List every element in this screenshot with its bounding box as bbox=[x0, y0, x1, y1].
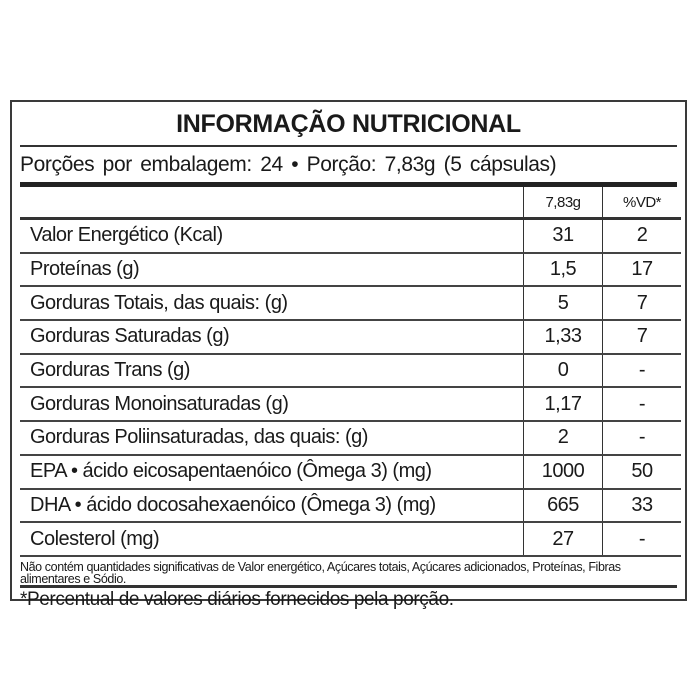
servings-info: Porções por embalagem: 24 • Porção: 7,83… bbox=[20, 147, 677, 187]
nutrient-dv: 7 bbox=[602, 286, 681, 322]
nutrient-amount: 31 bbox=[523, 218, 603, 254]
nutrient-name: Valor Energético (Kcal) bbox=[20, 218, 524, 254]
nutrient-amount: 1000 bbox=[523, 454, 603, 490]
nutrient-name: DHA • ácido docosahexaenóico (Ômega 3) (… bbox=[20, 488, 524, 524]
nutrient-name: Gorduras Totais, das quais: (g) bbox=[20, 286, 524, 322]
nutrient-dv: 7 bbox=[602, 320, 681, 355]
nutrient-amount: 27 bbox=[523, 522, 603, 557]
nutrient-name: Gorduras Monoinsaturadas (g) bbox=[20, 387, 524, 423]
table-row: Gorduras Trans (g) 0- bbox=[20, 353, 681, 389]
table-row: Gorduras Monoinsaturadas (g) 1,17- bbox=[20, 387, 681, 423]
nutrition-facts-label: INFORMAÇÃO NUTRICIONAL Porções por embal… bbox=[10, 100, 687, 610]
nutrient-dv: 33 bbox=[602, 488, 681, 524]
footnote: Não contém quantidades significativas de… bbox=[20, 557, 677, 588]
nutrient-dv: - bbox=[602, 353, 681, 389]
nutrient-dv: 2 bbox=[602, 218, 681, 254]
nutrient-amount: 1,5 bbox=[523, 252, 603, 288]
nutrient-amount: 5 bbox=[523, 286, 603, 322]
nutrient-dv: 50 bbox=[602, 454, 681, 490]
table-row: Colesterol (mg) 27- bbox=[20, 522, 681, 557]
nutrition-table: 7,83g %VD* Valor Energético (Kcal) 31 2 Pro… bbox=[20, 187, 681, 557]
table-row: Gorduras Poliinsaturadas, das quais: (g)… bbox=[20, 421, 681, 456]
header-blank bbox=[20, 187, 524, 220]
nutrient-dv: - bbox=[602, 387, 681, 423]
table-row: Gorduras Totais, das quais: (g) 5 7 bbox=[20, 286, 681, 322]
nutrient-name: Gorduras Trans (g) bbox=[20, 353, 524, 389]
nutrient-dv: - bbox=[602, 522, 681, 557]
label-title: INFORMAÇÃO NUTRICIONAL bbox=[20, 102, 677, 147]
nutrient-name: Gorduras Saturadas (g) bbox=[20, 320, 524, 355]
nutrient-name: Colesterol (mg) bbox=[20, 522, 524, 557]
nutrient-amount: 1,33 bbox=[523, 320, 603, 355]
header-amount: 7,83g bbox=[523, 187, 603, 220]
table-header: 7,83g %VD* bbox=[20, 187, 681, 220]
nutrient-name: Proteínas (g) bbox=[20, 252, 524, 288]
nutrient-amount: 2 bbox=[523, 421, 603, 456]
table-row: Proteínas (g) 1,5 17 bbox=[20, 252, 681, 288]
dv-note: *Percentual de valores diários fornecido… bbox=[20, 588, 454, 610]
nutrient-amount: 665 bbox=[523, 488, 603, 524]
nutrient-dv: - bbox=[602, 421, 681, 456]
table-row: Valor Energético (Kcal) 31 2 bbox=[20, 218, 681, 254]
table-row: DHA • ácido docosahexaenóico (Ômega 3) (… bbox=[20, 488, 681, 524]
nutrient-dv: 17 bbox=[602, 252, 681, 288]
nutrient-name: Gorduras Poliinsaturadas, das quais: (g) bbox=[20, 421, 524, 456]
nutrient-amount: 0 bbox=[523, 353, 603, 389]
header-dv: %VD* bbox=[602, 187, 681, 220]
nutrient-name: EPA • ácido eicosapentaenóico (Ômega 3) … bbox=[20, 454, 524, 490]
table-row: EPA • ácido eicosapentaenóico (Ômega 3) … bbox=[20, 454, 681, 490]
nutrient-amount: 1,17 bbox=[523, 387, 603, 423]
table-row: Gorduras Saturadas (g) 1,33 7 bbox=[20, 320, 681, 355]
